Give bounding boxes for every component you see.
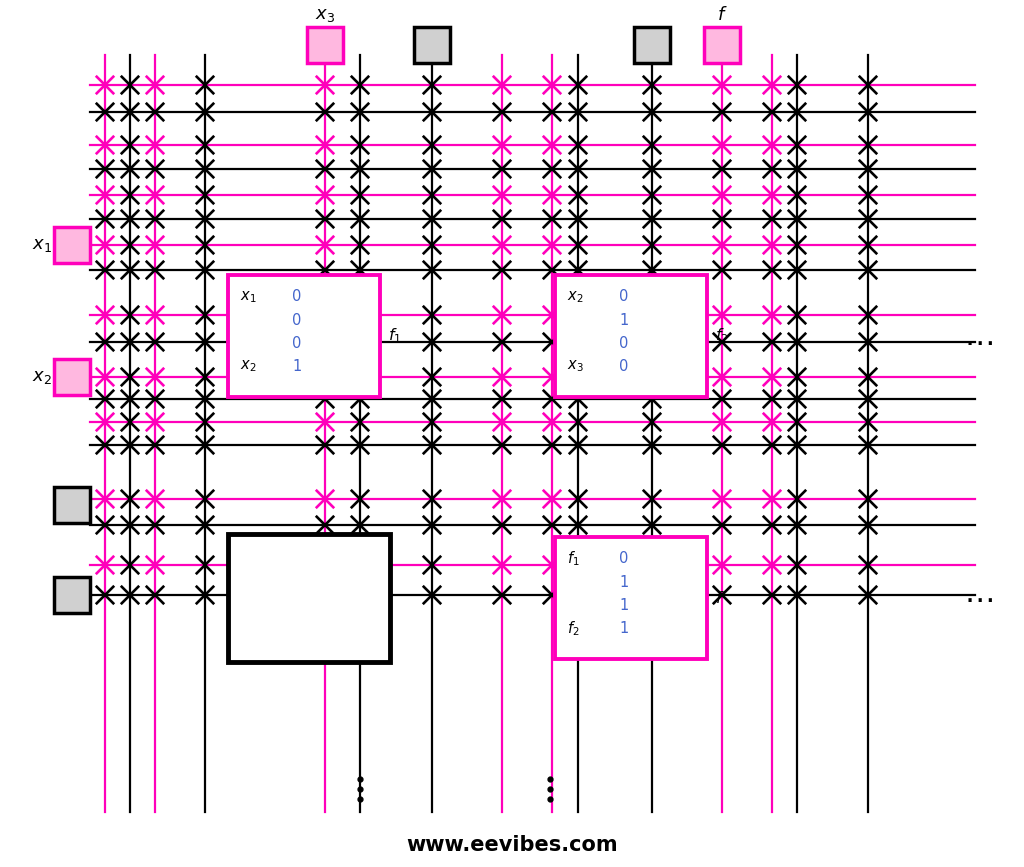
Text: 0: 0 xyxy=(618,359,629,374)
Bar xyxy=(634,27,670,63)
Text: $f$: $f$ xyxy=(715,590,725,606)
Text: 0: 0 xyxy=(292,313,301,328)
Text: $f_2$: $f_2$ xyxy=(567,619,580,638)
Text: 0: 0 xyxy=(618,336,629,351)
Text: $f_2$: $f_2$ xyxy=(715,327,729,345)
Text: $x_2$: $x_2$ xyxy=(32,368,52,386)
Bar xyxy=(414,27,450,63)
Text: $x_1$: $x_1$ xyxy=(32,236,52,254)
Text: 1: 1 xyxy=(292,359,301,374)
Bar xyxy=(555,537,707,659)
Bar xyxy=(54,487,90,523)
Bar xyxy=(54,359,90,395)
Bar xyxy=(705,27,740,63)
Text: 1: 1 xyxy=(618,575,629,590)
Text: $\cdots$: $\cdots$ xyxy=(964,584,992,614)
Text: $x_3$: $x_3$ xyxy=(315,6,335,24)
Bar xyxy=(54,227,90,263)
Bar xyxy=(555,275,707,397)
Bar xyxy=(54,577,90,613)
Text: 0: 0 xyxy=(292,290,301,304)
Text: 1: 1 xyxy=(618,598,629,613)
Text: $f_1$: $f_1$ xyxy=(388,327,401,345)
Text: 0: 0 xyxy=(618,551,629,566)
Bar xyxy=(228,534,390,662)
Text: $x_2$: $x_2$ xyxy=(567,289,584,305)
Bar xyxy=(228,275,380,397)
Text: 0: 0 xyxy=(292,336,301,351)
Bar xyxy=(307,27,343,63)
Text: $x_2$: $x_2$ xyxy=(240,359,256,375)
Text: $x_1$: $x_1$ xyxy=(240,289,257,305)
Text: 1: 1 xyxy=(618,313,629,328)
Text: $x_3$: $x_3$ xyxy=(567,359,584,375)
Text: $\cdots$: $\cdots$ xyxy=(964,328,992,356)
Text: $f_1$: $f_1$ xyxy=(567,550,580,568)
Text: 0: 0 xyxy=(618,290,629,304)
Text: 1: 1 xyxy=(618,621,629,636)
Text: $f$: $f$ xyxy=(717,6,727,24)
Text: www.eevibes.com: www.eevibes.com xyxy=(407,835,617,855)
